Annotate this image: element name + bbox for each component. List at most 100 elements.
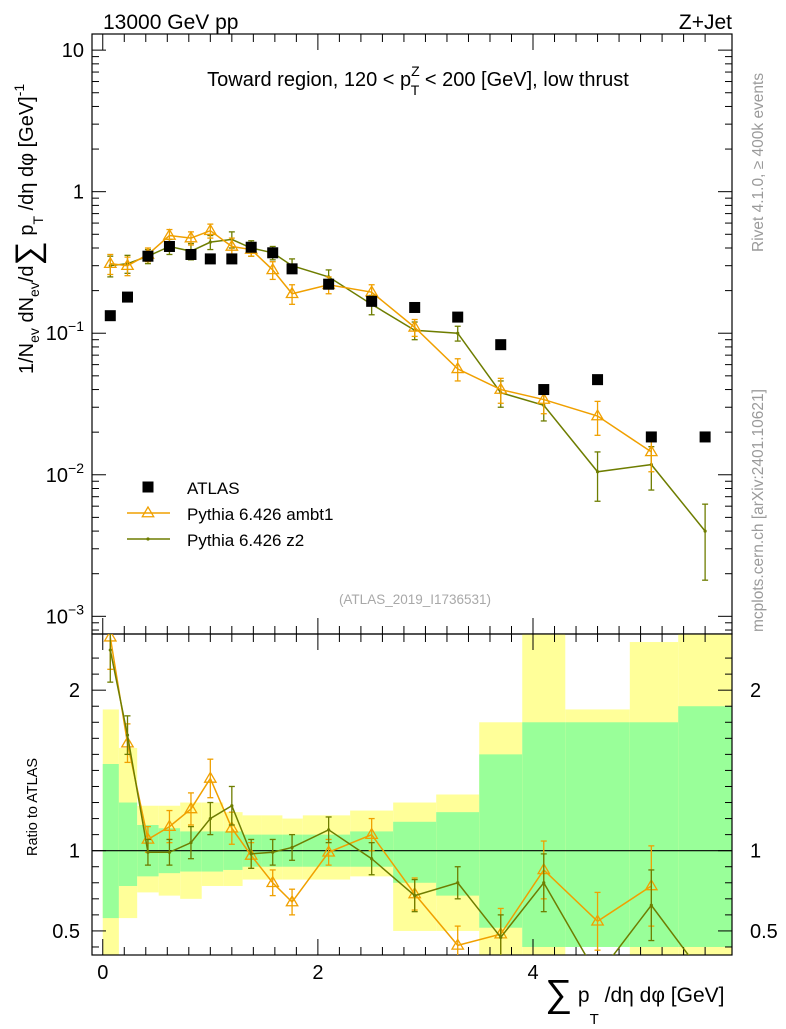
x-tick-label-0: 0 — [97, 962, 108, 984]
ratio-point-z2 — [208, 816, 212, 821]
ratio-point-ambt1 — [203, 771, 218, 783]
ratio-band-inner — [118, 802, 138, 886]
ratio-band-inner — [522, 722, 566, 947]
rivet-label: Rivet 4.1.0, ≥ 400k events — [750, 73, 767, 252]
atlas-point — [452, 311, 464, 323]
ratio-point-z2 — [249, 852, 253, 856]
ambt1-point — [450, 361, 465, 374]
ambt1-point — [536, 392, 551, 404]
y-tick-label-4: 10−3 — [46, 601, 84, 628]
ambt1-point — [203, 223, 218, 236]
ratio-point-z2 — [596, 974, 599, 977]
ratio-y-tick-label-right-0: 0.5 — [750, 921, 778, 943]
ambt1-point — [590, 408, 605, 421]
legend-atlas-label: ATLAS — [187, 479, 240, 498]
ratio-band-inner — [479, 754, 523, 928]
atlas-point — [121, 291, 133, 303]
ratio-point-ambt1 — [321, 844, 336, 857]
atlas-point — [645, 431, 657, 443]
ratio-y-tick-label-right-2: 2 — [750, 680, 761, 702]
ratio-point-ambt1 — [285, 894, 299, 907]
ambt1-point — [644, 444, 659, 457]
ratio-band-inner — [201, 831, 224, 872]
ratio-point-z2 — [456, 881, 460, 885]
legend-atlas-marker — [142, 481, 154, 493]
ambt1-point — [184, 230, 198, 243]
atlas-point — [104, 310, 116, 322]
atlas-point — [699, 431, 711, 443]
atlas-point — [286, 263, 298, 275]
ratio-point-z2 — [499, 935, 503, 939]
title-subscript: T — [411, 82, 420, 98]
atlas-point — [592, 374, 604, 386]
atlas-point — [185, 248, 197, 260]
ratio-band-inner — [102, 764, 119, 919]
ratio-band-inner — [629, 722, 679, 947]
analysis-watermark: (ATLAS_2019_I1736531) — [339, 592, 491, 607]
ratio-point-ambt1 — [450, 938, 465, 950]
ratio-frame — [91, 633, 733, 956]
atlas-point — [204, 253, 216, 265]
ratio-line-0 — [109, 637, 652, 947]
z2-point — [208, 240, 212, 244]
ratio-point-ambt1 — [162, 819, 177, 831]
y-tick-label-0: 10 — [62, 40, 84, 62]
x-axis-label: ∑ pT /dη dφ [GeV] — [545, 973, 724, 1024]
ratio-point-z2 — [146, 850, 150, 854]
ratio-point-z2 — [189, 841, 193, 845]
ratio-point-z2 — [167, 850, 172, 854]
ambt1-point — [120, 258, 135, 271]
ratio-y-tick-label-0: 0.5 — [52, 921, 80, 943]
ambt1-point — [103, 256, 118, 269]
main-panel: 10 1 10−1 10−2 10−3 ATLAS Pythia 6.426 ambt1 Py… — [46, 33, 733, 635]
y-tick-label-1: 1 — [73, 182, 84, 204]
ratio-point-z2 — [271, 850, 275, 854]
ambt1-point — [224, 239, 239, 251]
ratio-point-z2 — [290, 845, 294, 850]
mcplots-label: mcplots.cern.ch [arXiv:2401.10621] — [750, 389, 767, 632]
y-tick-label-3: 10−2 — [46, 460, 84, 487]
title-superscript: Z — [411, 63, 420, 79]
atlas-point — [323, 278, 335, 290]
ratio-y-tick-label-2: 2 — [69, 680, 80, 702]
ratio-point-ambt1 — [184, 801, 198, 814]
legend-ambt1-label: Pythia 6.426 ambt1 — [187, 505, 333, 524]
legend-ambt1-marker — [141, 505, 155, 518]
ambt1-point — [285, 286, 299, 299]
atlas-point — [267, 247, 279, 259]
ratio-point-ambt1 — [364, 827, 379, 839]
legend-z2-label: Pythia 6.426 z2 — [187, 531, 304, 550]
atlas-point — [538, 384, 550, 396]
ratio-point-z2 — [125, 733, 130, 737]
ratio-point-z2 — [704, 976, 707, 979]
atlas-point — [495, 339, 507, 351]
ratio-point-ambt1 — [224, 820, 239, 833]
atlas-point — [409, 301, 421, 313]
ratio-point-ambt1 — [265, 875, 280, 888]
plot-title: Toward region, 120 < pZ T < 200 [GeV], lo… — [207, 63, 629, 98]
z2-point — [703, 529, 707, 533]
header-left: 13000 GeV pp — [103, 11, 238, 34]
ambt1-point — [407, 320, 422, 332]
ratio-point-ambt1 — [590, 914, 605, 926]
ratio-band-inner — [678, 706, 732, 947]
atlas-point — [163, 240, 175, 252]
atlas-point — [245, 241, 257, 253]
ratio-point-z2 — [108, 648, 112, 652]
header-right: Z+Jet — [679, 11, 732, 34]
y-axis-label: 1/Nev dNev/d∑ pT /dη dφ [GeV]-1 — [9, 84, 47, 374]
x-tick-label-2: 4 — [527, 962, 538, 984]
ratio-point-z2 — [370, 857, 374, 861]
z2-point — [595, 470, 600, 474]
ratio-y-tick-label-1: 1 — [69, 841, 80, 863]
ratio-point-z2 — [542, 881, 546, 885]
ambt1-point — [265, 262, 280, 275]
ratio-series-group — [103, 634, 707, 979]
ratio-y-axis-label: Ratio to ATLAS — [25, 758, 41, 856]
ratio-y-tick-label-right-1: 1 — [750, 841, 761, 863]
ratio-point-z2 — [413, 894, 417, 898]
atlas-point — [366, 295, 378, 307]
ratio-point-z2 — [649, 903, 653, 907]
ratio-band-inner — [393, 821, 437, 883]
x-tick-label-1: 2 — [312, 962, 323, 984]
